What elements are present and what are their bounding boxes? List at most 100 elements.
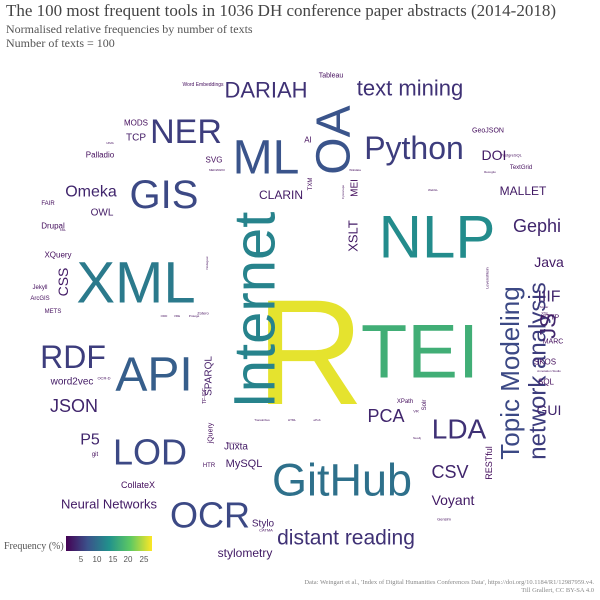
legend-tick-5: 5: [78, 555, 84, 564]
word-mediawiki: MEDIAWIKI: [209, 168, 225, 172]
word-oa: OA: [308, 105, 361, 174]
word-network-analysis: network analysis: [525, 282, 552, 459]
word-http: HTTP: [541, 315, 560, 322]
word-ml: ML: [233, 132, 300, 185]
word-epub: ePub: [313, 418, 320, 422]
word-kml: KML: [60, 228, 67, 232]
word-mets: METS: [45, 309, 62, 315]
word-iiif: IIIF: [537, 289, 560, 306]
legend-tick-25: 25: [139, 555, 149, 564]
word-recogito: Recogito: [484, 170, 496, 174]
word-stylometry: stylometry: [218, 546, 273, 560]
word-restful: RESTful: [484, 446, 494, 480]
word-pca: PCA: [367, 406, 404, 426]
word-neo4j: Neo4j: [413, 436, 421, 440]
word-java: Java: [534, 254, 564, 270]
word-svg: SVG: [206, 156, 223, 165]
word-sparql: SPARQL: [204, 356, 215, 396]
word-cytoscape: Cytoscape: [341, 185, 345, 200]
word-internet: Internet: [223, 212, 288, 409]
word-r: R: [256, 268, 364, 436]
word-nlp: NLP: [379, 204, 496, 271]
word-topic-modeling: Topic Modeling: [495, 286, 525, 459]
word-vr: VR: [413, 409, 419, 414]
word-word-embeddings: Word Embeddings: [182, 82, 224, 88]
word-jekyll: Jekyll: [32, 285, 47, 291]
word-nodegoat: Nodegoat: [205, 256, 209, 269]
legend-colorbar: [66, 536, 152, 551]
chart-subtitle: Normalised relative frequencies by numbe…: [6, 22, 253, 36]
word-levenshtein: Levenshtein: [485, 267, 490, 289]
word-storymap: Storymap: [227, 441, 240, 445]
word-neural-networks: Neural Networks: [61, 497, 158, 512]
word-postgresql: PostgreSQL: [500, 153, 523, 158]
word-jquery: jQuery: [208, 422, 215, 444]
word-tableau: Tableau: [319, 73, 344, 80]
word-textgrid: TextGrid: [510, 165, 532, 171]
word-htr: HTR: [203, 463, 216, 469]
word-ner: NER: [150, 113, 222, 151]
word-lda: LDA: [432, 414, 487, 445]
word-xml: XML: [76, 251, 195, 316]
word-drupal: Drupal: [41, 222, 65, 231]
legend-tick-20: 20: [123, 555, 133, 564]
word-xpath: XPath: [397, 399, 413, 405]
word-html: HTML: [288, 418, 296, 422]
word-geojson: GeoJSON: [472, 128, 504, 135]
word-arcgis: ArcGIS: [30, 296, 49, 302]
word-github: GitHub: [272, 455, 412, 506]
word-transkribus: Transkribus: [254, 418, 270, 422]
word-fair: FAIR: [41, 201, 55, 207]
word-gis: GIS: [130, 173, 199, 217]
word-p5: P5: [80, 432, 100, 449]
word-vre: VRE: [174, 314, 180, 318]
word-juxta: Juxta: [224, 442, 248, 453]
word-catma: CATMA: [259, 528, 273, 533]
word-js: JS: [536, 313, 561, 339]
word-solr: Solr: [422, 400, 428, 411]
word-xslt: XSLT: [346, 220, 361, 252]
word-gephi: Gephi: [513, 216, 561, 236]
word-voyant: Voyant: [432, 492, 475, 508]
word-mysql: MySQL: [226, 458, 263, 470]
word-odd: ODD: [161, 314, 169, 318]
word-text-mining: text mining: [357, 76, 463, 101]
number-of-texts-note: Number of texts = 100: [6, 36, 115, 50]
word-git: git: [92, 452, 99, 458]
chart-title: The 100 most frequent tools in 1036 DH c…: [6, 1, 556, 20]
word-distant-reading: distant reading: [277, 527, 415, 550]
word-mallet: MALLET: [500, 184, 547, 198]
word-doi: DOI: [482, 147, 507, 163]
word-txm: TXM: [308, 178, 314, 191]
word-json: JSON: [50, 396, 98, 416]
word-uima: UIMA: [106, 141, 114, 145]
word-word2vec: word2vec: [50, 377, 94, 388]
word-xquery: XQuery: [44, 251, 71, 260]
word-tei: TEI: [361, 310, 479, 395]
word-annotation-studio: Annotation Studio: [537, 369, 561, 373]
word-scalar: Scalar: [540, 305, 549, 309]
word-owl: OWL: [91, 208, 114, 219]
word-skos: SKOS: [534, 358, 556, 367]
word-dariah: DARIAH: [224, 78, 307, 103]
word-mei: MEI: [350, 179, 361, 197]
author-license-caption: Till Grallert, CC BY-SA 4.0: [521, 587, 594, 594]
legend-tick-10: 10: [92, 555, 102, 564]
word-css: CSS: [55, 268, 71, 297]
word-wikidata: Wikidata: [349, 168, 361, 172]
word-stylo: Stylo: [252, 519, 275, 530]
word-api: API: [115, 349, 192, 402]
word-omeka: Omeka: [65, 184, 117, 201]
word-csv: CSV: [431, 462, 468, 482]
word-ocr: OCR: [170, 495, 250, 536]
word-mods: MODS: [124, 119, 148, 128]
word-xsl: XSL: [541, 311, 549, 316]
word-marc: MARC: [543, 339, 564, 346]
word-sql: SQL: [538, 378, 555, 387]
word-tcp: TCP: [126, 133, 146, 144]
word-prot-g: Protégé: [189, 314, 200, 318]
word-zotero: Zotero: [197, 311, 209, 316]
word-rdf: RDF: [40, 339, 106, 375]
word-gui: GUI: [537, 402, 562, 418]
